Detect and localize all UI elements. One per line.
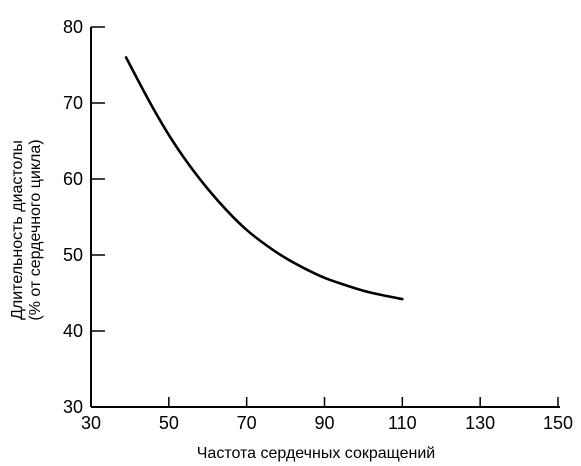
series-line-0 xyxy=(124,56,404,301)
x-axis-title: Частота сердечных сокращений xyxy=(197,445,435,462)
x-tick-label-110: 110 xyxy=(388,413,417,433)
x-tick-label-130: 130 xyxy=(465,413,495,433)
ticks xyxy=(90,26,559,408)
y-axis-title: Длительность диастолы (% от сердечного ц… xyxy=(9,139,44,320)
x-tick-label-150: 150 xyxy=(543,413,573,433)
y-axis-title-line-2: (% от сердечного цикла) xyxy=(27,139,44,320)
tick-labels: 30 50 70 90 110 130 150 30 40 50 60 70 80 xyxy=(63,17,573,433)
y-tick-label-80: 80 xyxy=(63,17,83,37)
y-tick-label-60: 60 xyxy=(63,169,83,189)
x-tick-label-50: 50 xyxy=(159,413,179,433)
axes xyxy=(90,27,560,408)
x-tick-label-90: 90 xyxy=(314,413,334,433)
x-tick-label-70: 70 xyxy=(237,413,257,433)
y-tick-label-30: 30 xyxy=(63,397,83,417)
y-tick-label-70: 70 xyxy=(63,93,83,113)
y-tick-label-40: 40 xyxy=(63,321,83,341)
x-tick-label-30: 30 xyxy=(81,413,101,433)
y-tick-label-50: 50 xyxy=(63,245,83,265)
series-layer xyxy=(124,56,404,301)
y-axis-title-line-1: Длительность диастолы xyxy=(9,140,26,320)
